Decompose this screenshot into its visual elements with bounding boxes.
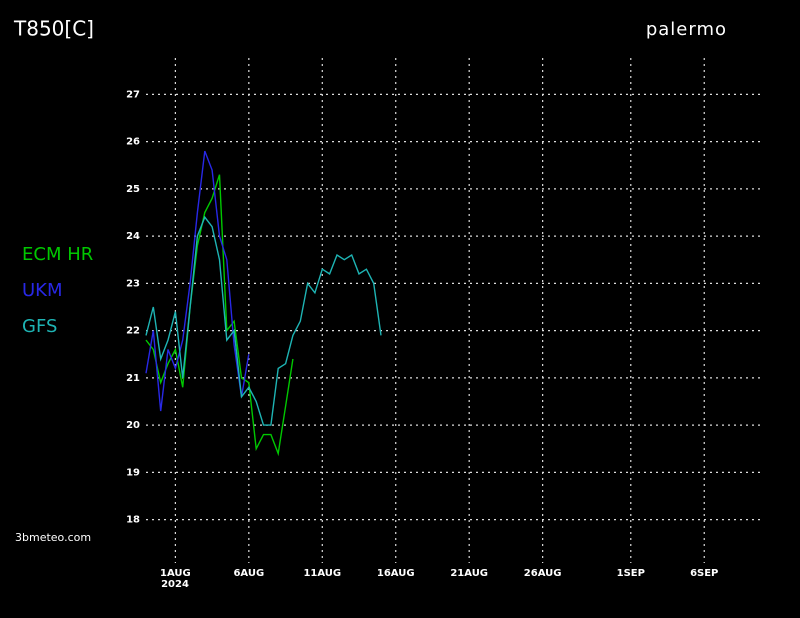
y-tick-label: 22	[126, 326, 140, 337]
x-tick-label: 1SEP	[617, 568, 645, 579]
y-tick-label: 25	[126, 184, 140, 195]
y-tick-label: 27	[126, 89, 140, 100]
legend-label: UKM	[22, 280, 63, 301]
y-tick-label: 23	[126, 278, 140, 289]
y-tick-label: 20	[126, 420, 140, 431]
chart-title: T850[C]	[13, 17, 94, 41]
x-tick-label: 6SEP	[690, 568, 718, 579]
x-tick-label: 21AUG	[450, 568, 488, 579]
x-tick-label: 26AUG	[524, 568, 562, 579]
x-tick-label: 6AUG	[233, 568, 264, 579]
series-line	[145, 174, 294, 457]
source: 3bmeteo.com	[15, 531, 91, 544]
x-tick-label: 1AUG	[160, 568, 191, 579]
legend-label: ECM HR	[22, 244, 93, 265]
year-label: 2024	[161, 579, 189, 590]
y-tick-label: 19	[126, 467, 140, 478]
y-tick-label: 24	[126, 231, 140, 242]
y-tick-label: 18	[126, 515, 140, 526]
series-line	[145, 215, 382, 426]
chart-subtitle: palermo	[646, 19, 727, 40]
x-tick-label: 11AUG	[303, 568, 341, 579]
series-line	[145, 150, 250, 412]
legend-label: GFS	[22, 316, 57, 337]
x-tick-label: 16AUG	[377, 568, 415, 579]
y-tick-label: 21	[126, 373, 140, 384]
y-tick-label: 26	[126, 137, 140, 148]
